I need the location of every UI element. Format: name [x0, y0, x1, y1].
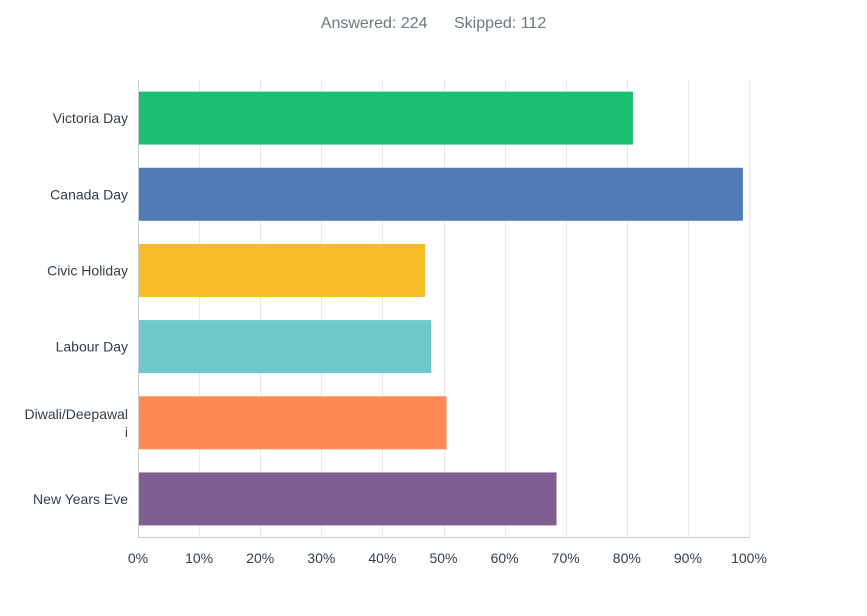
bars: [138, 91, 743, 526]
category-labels: Victoria Day Canada Day Civic Holiday Labou…: [25, 110, 129, 507]
grid-lines: [199, 80, 750, 537]
category-label: Civic Holiday: [47, 262, 128, 278]
answered-label: Answered:: [320, 15, 397, 32]
response-summary: Answered: 224 Skipped: 112: [0, 15, 867, 33]
bar: [138, 243, 426, 297]
skipped-count: Skipped: 112: [454, 15, 546, 33]
x-tick-label: 70%: [552, 550, 580, 566]
x-tick-label: 60%: [491, 550, 519, 566]
x-tick-labels: 0% 10% 20% 30% 40% 50% 60% 70% 80% 90% 100%: [128, 550, 767, 566]
axes: [138, 80, 750, 538]
bar: [138, 396, 447, 450]
bar: [138, 320, 432, 374]
x-tick-label: 40%: [368, 550, 396, 566]
x-tick-label: 10%: [185, 550, 213, 566]
category-label: i: [125, 424, 128, 440]
category-label: Labour Day: [56, 339, 128, 355]
x-tick-label: 100%: [731, 550, 767, 566]
answered-value: 224: [400, 15, 428, 32]
category-label: New Years Eve: [33, 491, 128, 507]
x-tick-label: 0%: [128, 550, 148, 566]
x-tick-label: 50%: [429, 550, 457, 566]
x-tick-label: 30%: [307, 550, 335, 566]
bar: [138, 472, 557, 526]
bar: [138, 91, 633, 145]
answered-count: Answered: 224: [321, 15, 428, 33]
bar: [138, 167, 743, 221]
x-tick-label: 20%: [246, 550, 274, 566]
skipped-label: Skipped:: [453, 15, 517, 32]
category-label: Diwali/Deepawal: [25, 406, 129, 422]
x-tick-label: 90%: [674, 550, 702, 566]
x-tick-label: 80%: [613, 550, 641, 566]
category-label: Victoria Day: [53, 110, 128, 126]
skipped-value: 112: [520, 15, 547, 32]
category-label: Canada Day: [50, 186, 128, 202]
